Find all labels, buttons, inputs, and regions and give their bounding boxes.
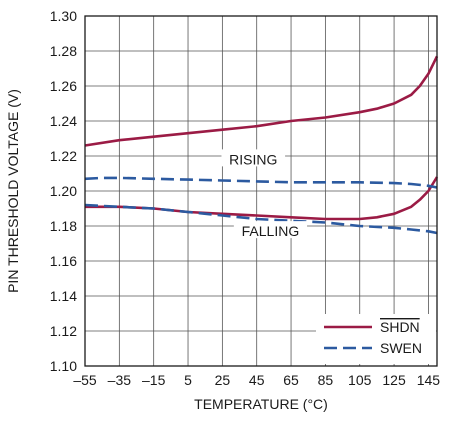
series-line-shdn-1 (84, 55, 439, 147)
legend-label-swen: SWEN (380, 340, 422, 356)
x-tick-label: –55 (73, 372, 97, 388)
y-tick-label: 1.24 (50, 113, 77, 129)
x-tick-label: –35 (108, 372, 132, 388)
annotation-falling: FALLING (242, 223, 300, 239)
annotations: RISING FALLING (221, 149, 308, 239)
x-tick-label: 145 (417, 372, 441, 388)
y-axis-ticks: 1.10 1.12 1.14 1.16 1.18 1.20 1.22 1.24 1.26 1.28… (50, 8, 77, 374)
y-tick-label: 1.30 (50, 8, 77, 24)
y-tick-label: 1.14 (50, 288, 77, 304)
series-line-swen-1 (84, 176, 438, 189)
x-tick-label: 5 (184, 372, 192, 388)
x-tick-label: 85 (318, 372, 334, 388)
y-tick-label: 1.22 (50, 148, 77, 164)
series-line-swen-2 (84, 203, 438, 235)
plot-frame (84, 15, 438, 367)
y-tick-label: 1.26 (50, 78, 77, 94)
y-tick-label: 1.18 (50, 218, 77, 234)
x-tick-label: 125 (382, 372, 406, 388)
x-tick-label: 105 (348, 372, 372, 388)
x-axis-title: TEMPERATURE (°C) (194, 396, 328, 412)
y-tick-label: 1.10 (50, 358, 77, 374)
y-tick-label: 1.20 (50, 183, 77, 199)
y-tick-label: 1.28 (50, 43, 77, 59)
series-layer (84, 55, 439, 235)
annotation-rising: RISING (229, 151, 277, 167)
legend: SHDN SWEN (316, 314, 436, 364)
legend-label-shdn: SHDN (380, 319, 420, 335)
x-tick-label: 45 (249, 372, 265, 388)
x-tick-label: 25 (215, 372, 231, 388)
x-tick-label: 65 (283, 372, 299, 388)
y-tick-label: 1.12 (50, 323, 77, 339)
annotation-background (233, 221, 308, 239)
x-tick-label: –15 (142, 372, 166, 388)
annotation-background (221, 149, 286, 167)
x-axis-ticks: –55 –35 –15 5 25 45 65 85 105 125 145 (73, 372, 440, 388)
legend-background (316, 314, 436, 364)
y-tick-label: 1.16 (50, 253, 77, 269)
y-axis-title: PIN THRESHOLD VOLTAGE (V) (5, 89, 21, 293)
